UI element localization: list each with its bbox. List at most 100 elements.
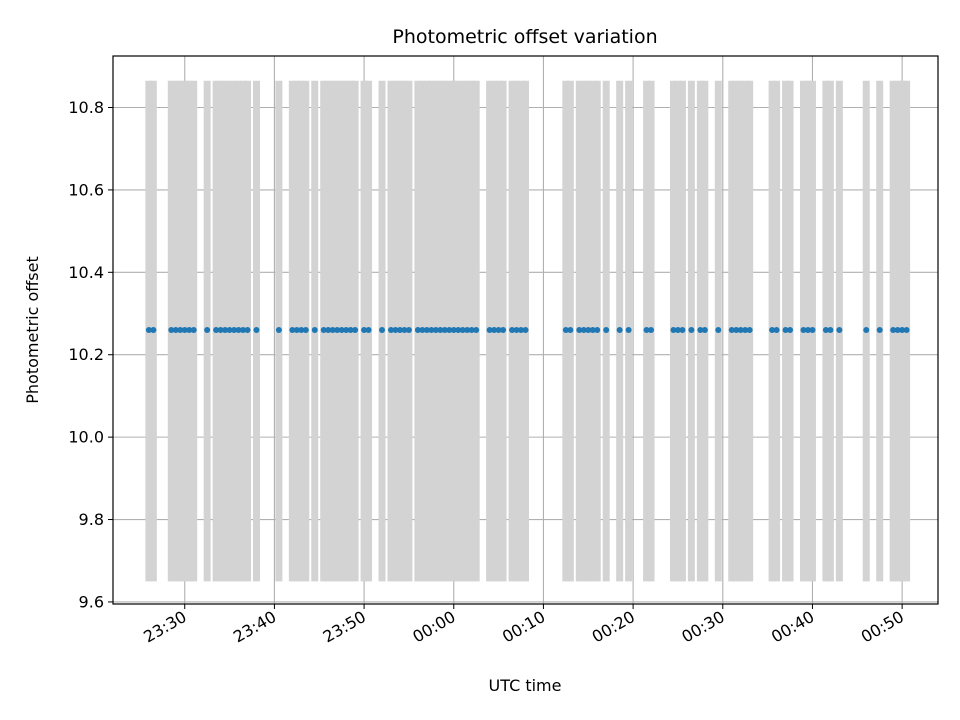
data-point [298, 327, 305, 333]
data-point [804, 327, 811, 333]
data-point [186, 327, 193, 333]
data-point [275, 327, 282, 333]
data-point [737, 327, 744, 333]
data-point [450, 327, 457, 333]
data-point [522, 327, 529, 333]
data-point [625, 327, 632, 333]
data-point [827, 327, 834, 333]
data-point [567, 327, 574, 333]
data-point [468, 327, 475, 333]
data-point [464, 327, 471, 333]
data-point [240, 327, 247, 333]
x-tick-label: 23:30 [140, 607, 189, 647]
data-point [150, 327, 157, 333]
data-point [863, 327, 870, 333]
data-point [782, 327, 789, 333]
data-point [253, 327, 260, 333]
data-point [320, 327, 327, 333]
data-point [204, 327, 211, 333]
data-point [325, 327, 332, 333]
data-point [876, 327, 883, 333]
data-point [585, 327, 592, 333]
data-point [432, 327, 439, 333]
data-point [894, 327, 901, 333]
data-point [401, 327, 408, 333]
data-point [213, 327, 220, 333]
data-point [311, 327, 318, 333]
data-point [226, 327, 233, 333]
x-axis-label: UTC time [489, 676, 562, 695]
data-point [486, 327, 493, 333]
data-point [715, 327, 722, 333]
x-tick-label: 00:40 [768, 607, 817, 647]
data-point [455, 327, 462, 333]
data-point [616, 327, 623, 333]
data-point [459, 327, 466, 333]
x-tick-label: 00:20 [589, 607, 638, 647]
data-point [822, 327, 829, 333]
y-tick-label: 10.4 [68, 263, 104, 282]
data-point [648, 327, 655, 333]
data-point [836, 327, 843, 333]
data-point [347, 327, 354, 333]
data-point [742, 327, 749, 333]
data-point [338, 327, 345, 333]
y-tick-label: 9.6 [79, 592, 104, 611]
data-point [890, 327, 897, 333]
data-point [379, 327, 386, 333]
data-point [231, 327, 238, 333]
data-point [580, 327, 587, 333]
x-tick-label: 23:50 [320, 607, 369, 647]
x-tick-label: 00:10 [499, 607, 548, 647]
data-point [518, 327, 525, 333]
x-tick-label: 00:00 [409, 607, 458, 647]
data-point [589, 327, 596, 333]
y-tick-label: 9.8 [79, 510, 104, 529]
y-tick-label: 10.6 [68, 180, 104, 199]
data-point [361, 327, 368, 333]
data-point [509, 327, 516, 333]
data-point [168, 327, 175, 333]
data-point [302, 327, 309, 333]
data-point [172, 327, 179, 333]
data-point [903, 327, 910, 333]
data-point [473, 327, 480, 333]
data-point [428, 327, 435, 333]
y-axis-label: Photometric offset [23, 256, 42, 404]
x-tick-label: 00:50 [858, 607, 907, 647]
data-point [293, 327, 300, 333]
data-point [769, 327, 776, 333]
data-point [674, 327, 681, 333]
data-point [679, 327, 686, 333]
data-point [697, 327, 704, 333]
data-point [670, 327, 677, 333]
data-point [222, 327, 229, 333]
data-point [701, 327, 708, 333]
data-point [387, 327, 394, 333]
data-point [414, 327, 421, 333]
y-tick-label: 10.8 [68, 98, 104, 117]
data-point [244, 327, 251, 333]
data-point [441, 327, 448, 333]
x-tick-label: 23:40 [230, 607, 279, 647]
y-tick-label: 10.0 [68, 428, 104, 447]
data-point [773, 327, 780, 333]
data-point [562, 327, 569, 333]
data-point [728, 327, 735, 333]
chart-title: Photometric offset variation [392, 26, 657, 48]
y-tick-label: 10.2 [68, 345, 104, 364]
data-points [145, 327, 910, 333]
data-point [405, 327, 412, 333]
data-point [495, 327, 502, 333]
data-point [491, 327, 498, 333]
data-point [329, 327, 336, 333]
data-point [437, 327, 444, 333]
data-point [423, 327, 430, 333]
data-point [576, 327, 583, 333]
data-point [352, 327, 359, 333]
data-point [289, 327, 296, 333]
data-point [217, 327, 224, 333]
data-point [419, 327, 426, 333]
data-point [733, 327, 740, 333]
